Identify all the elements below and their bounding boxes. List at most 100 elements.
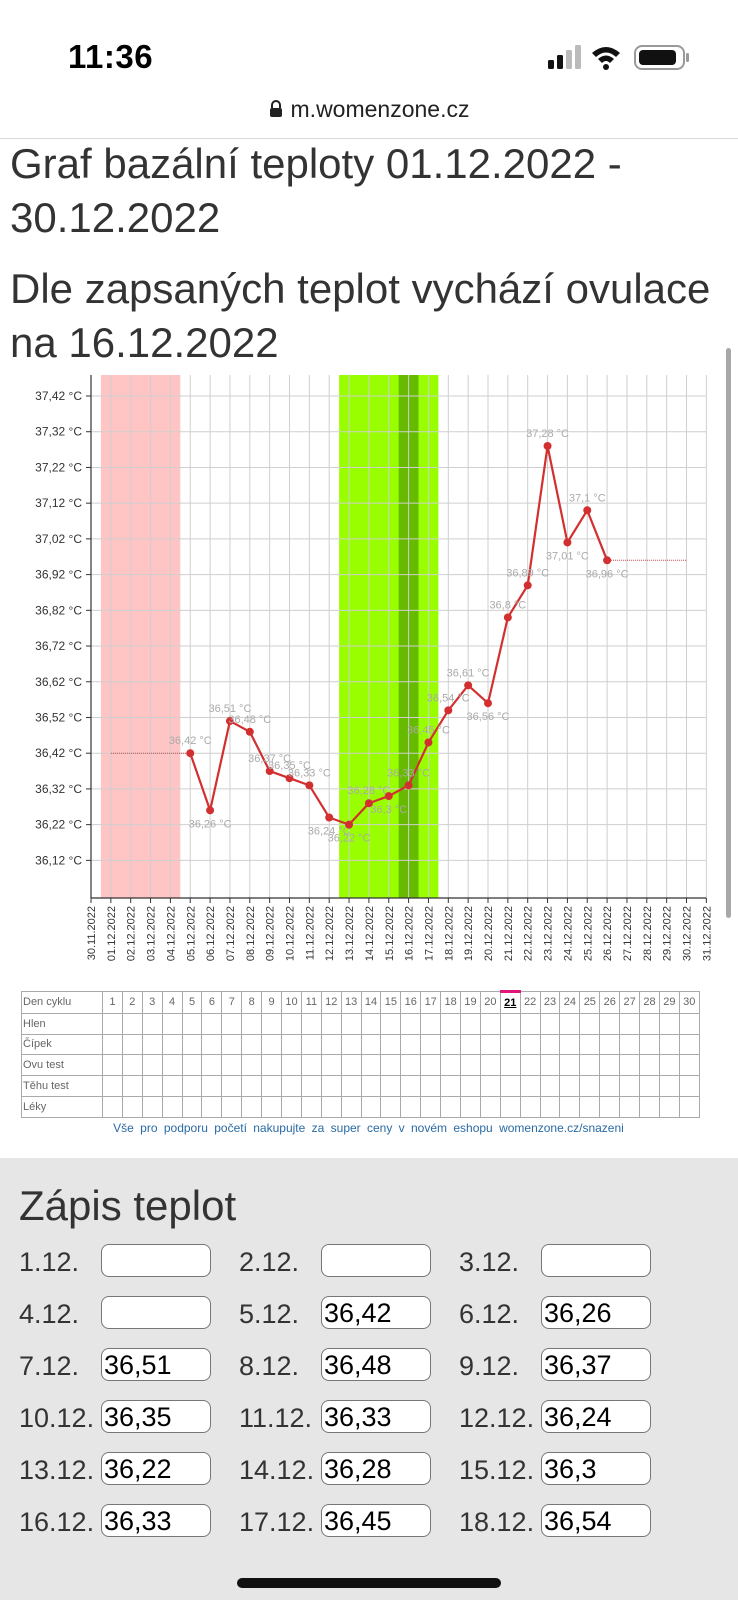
cycle-cell[interactable] (320, 1012, 342, 1035)
temperature-input[interactable] (101, 1244, 211, 1277)
browser-url-bar[interactable]: m.womenzone.cz (0, 92, 738, 139)
cycle-cell[interactable] (141, 1075, 163, 1097)
cycle-cell[interactable] (599, 1075, 621, 1097)
cycle-cell[interactable] (360, 1033, 382, 1056)
cycle-cell[interactable] (678, 1033, 700, 1056)
cycle-cell[interactable] (380, 1095, 402, 1118)
cycle-cell[interactable] (261, 1095, 283, 1118)
cycle-cell[interactable] (360, 1095, 382, 1118)
cycle-cell[interactable] (420, 1033, 442, 1056)
cycle-cell[interactable] (141, 1012, 163, 1035)
cycle-cell[interactable] (281, 1033, 302, 1056)
cycle-cell[interactable] (539, 1095, 561, 1118)
cycle-cell[interactable] (400, 1095, 422, 1118)
temperature-input[interactable] (101, 1296, 211, 1329)
cycle-cell[interactable] (340, 1012, 362, 1035)
cycle-cell[interactable] (599, 1095, 621, 1118)
cycle-cell[interactable] (380, 1033, 402, 1056)
cycle-cell[interactable] (181, 1012, 203, 1035)
temperature-input[interactable]: 36,51 (101, 1348, 211, 1381)
cycle-cell[interactable] (559, 1012, 581, 1035)
cycle-cell[interactable] (639, 1054, 660, 1077)
cycle-cell[interactable] (221, 1054, 243, 1077)
cycle-cell[interactable] (201, 1075, 223, 1097)
cycle-cell[interactable] (460, 1095, 481, 1118)
temperature-input[interactable]: 36,3 (541, 1452, 651, 1485)
cycle-cell[interactable] (380, 1054, 402, 1077)
temperature-input[interactable]: 36,22 (101, 1452, 211, 1485)
cycle-cell[interactable] (519, 1012, 541, 1035)
cycle-cell[interactable] (102, 1033, 123, 1056)
cycle-cell[interactable] (639, 1033, 660, 1056)
cycle-cell[interactable] (380, 1012, 402, 1035)
temperature-input[interactable]: 36,42 (321, 1296, 431, 1329)
cycle-cell[interactable] (400, 1054, 422, 1077)
cycle-cell[interactable] (559, 1095, 581, 1118)
cycle-cell[interactable] (300, 1033, 322, 1056)
cycle-cell[interactable] (440, 1095, 462, 1118)
cycle-cell[interactable] (181, 1095, 203, 1118)
cycle-cell[interactable] (121, 1075, 143, 1097)
cycle-cell[interactable] (300, 1095, 322, 1118)
cycle-cell[interactable] (161, 1054, 183, 1077)
cycle-cell[interactable] (300, 1054, 322, 1077)
cycle-cell[interactable] (479, 1075, 501, 1097)
cycle-cell[interactable] (181, 1033, 203, 1056)
cycle-cell[interactable] (221, 1012, 243, 1035)
cycle-cell[interactable] (161, 1012, 183, 1035)
temperature-input[interactable]: 36,28 (321, 1452, 431, 1485)
cycle-cell[interactable] (479, 1033, 501, 1056)
temperature-input[interactable]: 36,45 (321, 1504, 431, 1537)
cycle-cell[interactable] (658, 1012, 680, 1035)
cycle-cell[interactable] (320, 1033, 342, 1056)
cycle-cell[interactable] (281, 1054, 302, 1077)
cycle-cell[interactable] (141, 1095, 163, 1118)
cycle-cell[interactable] (340, 1054, 362, 1077)
cycle-cell[interactable] (440, 1012, 462, 1035)
cycle-cell[interactable] (221, 1095, 243, 1118)
cycle-cell[interactable] (320, 1095, 342, 1118)
cycle-cell[interactable] (261, 1012, 283, 1035)
cycle-cell[interactable] (102, 1095, 123, 1118)
cycle-cell[interactable] (559, 1054, 581, 1077)
cycle-cell[interactable] (460, 1012, 481, 1035)
cycle-cell[interactable] (201, 1033, 223, 1056)
cycle-cell[interactable] (141, 1033, 163, 1056)
cycle-cell[interactable] (241, 1033, 263, 1056)
cycle-cell[interactable] (420, 1054, 442, 1077)
cycle-cell[interactable] (658, 1075, 680, 1097)
cycle-cell[interactable] (181, 1075, 203, 1097)
cycle-cell[interactable] (539, 1075, 561, 1097)
cycle-cell[interactable] (161, 1095, 183, 1118)
cycle-cell[interactable] (678, 1095, 700, 1118)
cycle-cell[interactable] (261, 1033, 283, 1056)
cycle-cell[interactable] (400, 1033, 422, 1056)
cycle-cell[interactable] (519, 1054, 541, 1077)
temperature-input[interactable]: 36,33 (101, 1504, 211, 1537)
home-indicator[interactable] (237, 1578, 501, 1588)
cycle-cell[interactable] (599, 1054, 621, 1077)
cycle-cell[interactable] (658, 1033, 680, 1056)
cycle-cell[interactable] (599, 1012, 621, 1035)
cycle-cell[interactable] (619, 1033, 641, 1056)
cycle-cell[interactable] (161, 1033, 183, 1056)
temperature-input[interactable]: 36,35 (101, 1400, 211, 1433)
cycle-cell[interactable] (340, 1033, 362, 1056)
cycle-cell[interactable] (499, 1054, 521, 1077)
cycle-cell[interactable] (380, 1075, 402, 1097)
cycle-cell[interactable] (420, 1075, 442, 1097)
cycle-cell[interactable] (102, 1054, 123, 1077)
cycle-cell[interactable] (201, 1012, 223, 1035)
cycle-cell[interactable] (300, 1075, 322, 1097)
cycle-cell[interactable] (181, 1054, 203, 1077)
temperature-input[interactable]: 36,54 (541, 1504, 651, 1537)
cycle-cell[interactable] (579, 1075, 601, 1097)
cycle-cell[interactable] (619, 1054, 641, 1077)
cycle-cell[interactable] (320, 1054, 342, 1077)
cycle-cell[interactable] (400, 1012, 422, 1035)
cycle-cell[interactable] (221, 1033, 243, 1056)
cycle-cell[interactable] (241, 1012, 263, 1035)
cycle-cell[interactable] (281, 1012, 302, 1035)
cycle-cell[interactable] (460, 1075, 481, 1097)
cycle-cell[interactable] (678, 1054, 700, 1077)
